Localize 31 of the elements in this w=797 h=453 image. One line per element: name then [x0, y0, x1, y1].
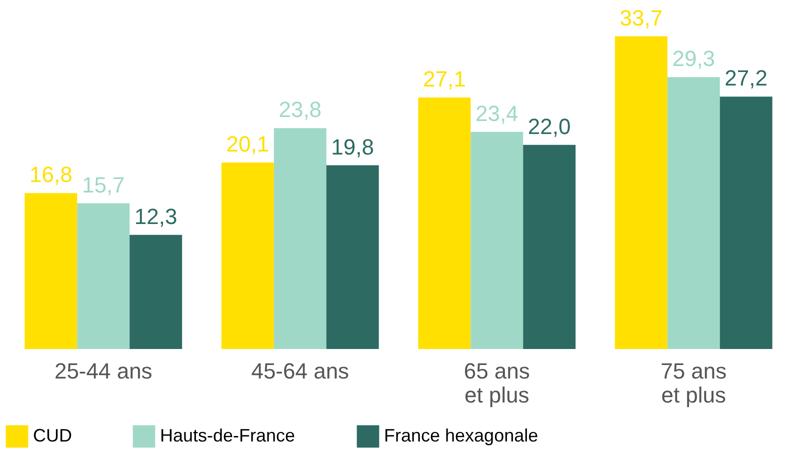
bar [667, 77, 720, 349]
data-label: 23,4 [475, 100, 518, 126]
data-label: 33,7 [620, 5, 663, 30]
bar [523, 144, 576, 349]
x-tick-label: 45-64 ans [251, 358, 350, 384]
data-label: 15,7 [82, 172, 125, 198]
bar [614, 36, 668, 349]
bar [77, 203, 130, 349]
data-label: 29,3 [672, 46, 716, 72]
x-tick-label: 25-44 ans [54, 358, 152, 384]
x-tick-label: 75 ans et plus [660, 358, 727, 408]
bar [130, 234, 182, 349]
data-label: 19,8 [331, 134, 374, 160]
data-label: 12,3 [134, 204, 178, 229]
data-label: 23,8 [278, 97, 322, 122]
bar [274, 128, 326, 349]
data-label: 27,2 [724, 66, 768, 91]
bar [221, 162, 274, 349]
data-label: 27,1 [422, 66, 466, 92]
bar [720, 96, 772, 349]
data-label: 16,8 [29, 162, 72, 188]
legend-label: Hauts-de-France [160, 425, 296, 446]
bar [470, 132, 524, 349]
legend-label: France hexagonale [384, 425, 538, 446]
data-label: 22,0 [528, 114, 571, 139]
bar [418, 98, 471, 349]
legend-label: CUD [33, 425, 72, 446]
bar [326, 165, 379, 349]
x-tick-label: 65 ans et plus [464, 358, 530, 408]
bar [24, 193, 78, 349]
data-label: 20,1 [226, 131, 270, 156]
